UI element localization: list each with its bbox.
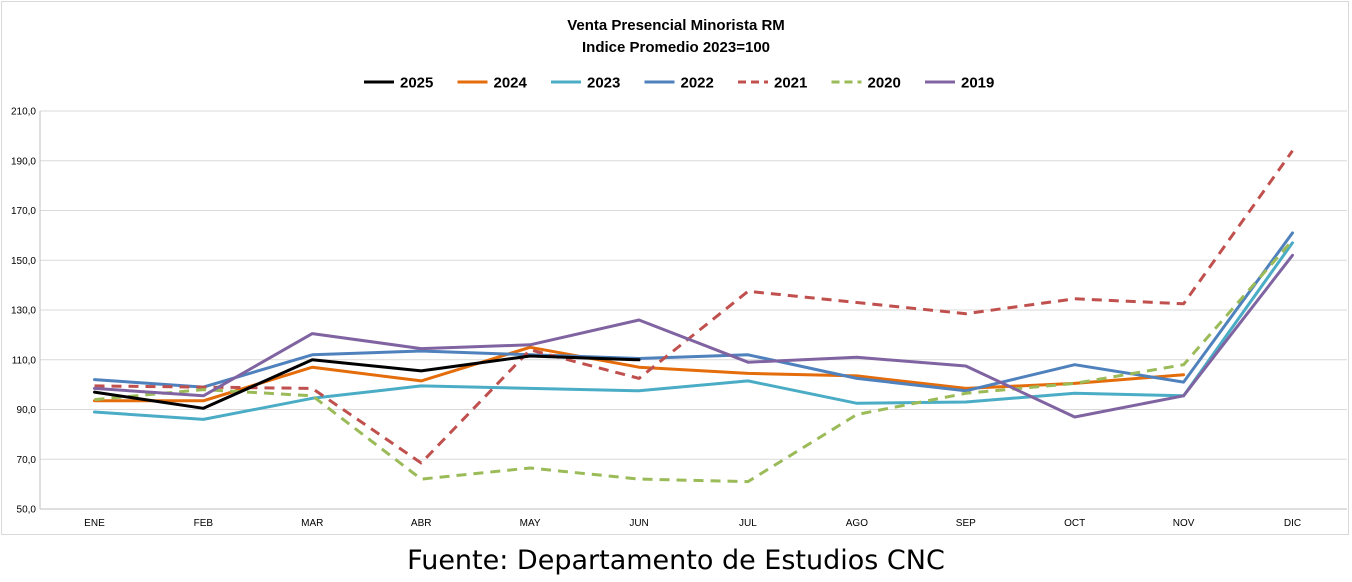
x-tick-label: OCT bbox=[1064, 518, 1085, 529]
series-line-2023 bbox=[93, 241, 1294, 421]
y-tick-label: 70,0 bbox=[17, 455, 37, 466]
y-tick-label: 130,0 bbox=[11, 306, 36, 317]
legend-label-2022: 2022 bbox=[681, 75, 714, 92]
series-line-2020 bbox=[94, 239, 1294, 484]
x-tick-label: AGO bbox=[846, 518, 868, 529]
x-tick-label: MAR bbox=[301, 518, 323, 529]
x-tick-label: JUN bbox=[629, 518, 648, 529]
legend-label-2023: 2023 bbox=[587, 75, 620, 92]
series-lines bbox=[93, 149, 1294, 484]
series-line-2022 bbox=[93, 231, 1294, 393]
x-tick-label: FEB bbox=[194, 518, 214, 529]
x-tick-label: ENE bbox=[84, 518, 105, 529]
series-line-2021 bbox=[94, 149, 1294, 465]
legend: 2025 2024 2023 2022 2021 2020 2019 bbox=[364, 75, 994, 92]
y-tick-label: 150,0 bbox=[11, 256, 36, 267]
x-tick-label: DIC bbox=[1284, 518, 1301, 529]
y-tick-label: 210,0 bbox=[11, 107, 36, 118]
x-tick-label: ABR bbox=[411, 518, 432, 529]
series-line-2025 bbox=[93, 354, 641, 410]
chart-title: Venta Presencial Minorista RM bbox=[567, 17, 785, 34]
legend-label-2020: 2020 bbox=[868, 75, 901, 92]
chart-frame bbox=[1, 1, 1349, 535]
x-tick-label: NOV bbox=[1173, 518, 1195, 529]
x-axis-ticks: ENE FEB MAR ABR MAY JUN JUL AGO SEP OCT NOV DIC bbox=[84, 518, 1301, 529]
y-tick-label: 190,0 bbox=[11, 156, 36, 167]
series-line-2019 bbox=[93, 253, 1294, 419]
x-tick-label: MAY bbox=[520, 518, 541, 529]
line-chart: Venta Presencial Minorista RM Indice Pro… bbox=[11, 17, 1347, 529]
legend-label-2021: 2021 bbox=[774, 75, 807, 92]
source-note: Fuente: Departamento de Estudios CNC bbox=[407, 545, 945, 576]
x-tick-label: JUL bbox=[739, 518, 757, 529]
legend-label-2019: 2019 bbox=[961, 75, 994, 92]
y-axis-ticks: 50,0 70,0 90,0 110,0 130,0 150,0 170,0 190,0 210… bbox=[11, 107, 36, 516]
gridlines bbox=[39, 110, 1347, 510]
y-tick-label: 50,0 bbox=[17, 505, 37, 516]
legend-label-2024: 2024 bbox=[494, 75, 528, 92]
y-tick-label: 170,0 bbox=[11, 206, 36, 217]
legend-label-2025: 2025 bbox=[400, 75, 433, 92]
x-tick-label: SEP bbox=[956, 518, 976, 529]
chart-subtitle: Indice Promedio 2023=100 bbox=[582, 39, 770, 56]
series-line-2024 bbox=[93, 345, 1186, 403]
y-tick-label: 110,0 bbox=[12, 355, 37, 366]
y-tick-label: 90,0 bbox=[17, 405, 37, 416]
